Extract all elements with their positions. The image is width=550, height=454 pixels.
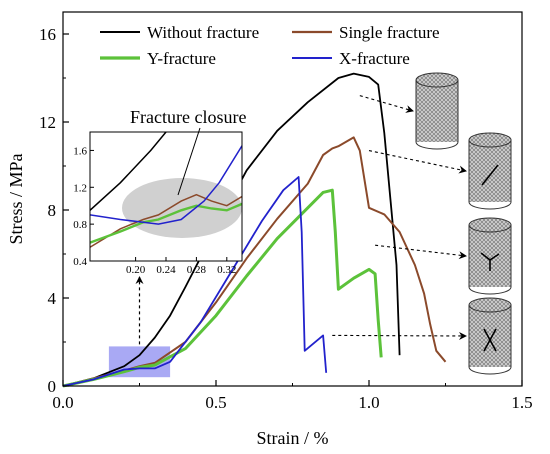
legend: Without fracture Single fracture Y-fractur… — [100, 23, 440, 68]
inset-y-tick-label: 1.2 — [73, 182, 87, 194]
legend-label: X-fracture — [339, 49, 410, 68]
series-line-0 — [62, 72, 401, 387]
inset-x-tick-label: 0.32 — [217, 264, 236, 276]
main-series-group — [62, 72, 447, 388]
inset-y-tick-label: 0.4 — [73, 256, 87, 268]
y-tick-label: 16 — [39, 25, 56, 44]
legend-label: Single fracture — [339, 23, 440, 42]
fracture-closure-label: Fracture closure — [130, 107, 246, 127]
inset-plot: 0.20 0.24 0.28 0.32 0.4 0.8 1.2 1.6 — [73, 127, 243, 276]
x-axis-label: Strain / % — [257, 428, 329, 448]
specimen-pointer-arrow — [375, 244, 467, 260]
single-fracture-cylinder-icon — [468, 132, 512, 210]
x-tick-label: 1.5 — [511, 393, 532, 412]
series-line-2 — [62, 188, 383, 388]
inset-x-tick-label: 0.20 — [126, 264, 146, 276]
inset-series-line-0 — [90, 132, 167, 211]
inset-y-tick-label: 0.8 — [73, 219, 87, 231]
main-ticks: 0.0 0.5 1.0 1.5 0 4 8 12 16 — [39, 25, 533, 412]
specimen-pointer-arrow — [368, 150, 467, 174]
specimen-pointer-arrow — [359, 95, 414, 113]
inset-series-line-2 — [90, 202, 242, 244]
series-line-1 — [62, 136, 447, 387]
intact-cylinder-icon — [415, 72, 459, 150]
legend-label: Without fracture — [147, 23, 259, 42]
legend-label: Y-fracture — [147, 49, 216, 68]
fracture-closure-ellipse — [122, 178, 242, 238]
x-tick-label: 0.0 — [52, 393, 73, 412]
inset-x-tick-label: 0.24 — [156, 264, 176, 276]
y-axis-label: Stress / MPa — [6, 153, 26, 244]
inset-x-tick-label: 0.28 — [187, 264, 207, 276]
y-tick-label: 0 — [48, 377, 57, 396]
x-tick-label: 0.5 — [205, 393, 226, 412]
y-tick-label: 8 — [48, 201, 57, 220]
y-tick-label: 4 — [48, 289, 57, 308]
x-tick-label: 1.0 — [358, 393, 379, 412]
series-line-3 — [62, 176, 328, 387]
y-tick-label: 12 — [39, 113, 56, 132]
y-fracture-cylinder-icon — [468, 217, 512, 295]
x-fracture-cylinder-icon — [468, 297, 512, 375]
inset-series-line-3 — [90, 145, 242, 225]
closure-pointer-line — [177, 127, 201, 196]
inset-series-line-1 — [90, 193, 242, 248]
specimen-icons — [332, 72, 512, 375]
specimen-pointer-arrow — [332, 331, 467, 340]
inset-y-tick-label: 1.6 — [73, 145, 87, 157]
